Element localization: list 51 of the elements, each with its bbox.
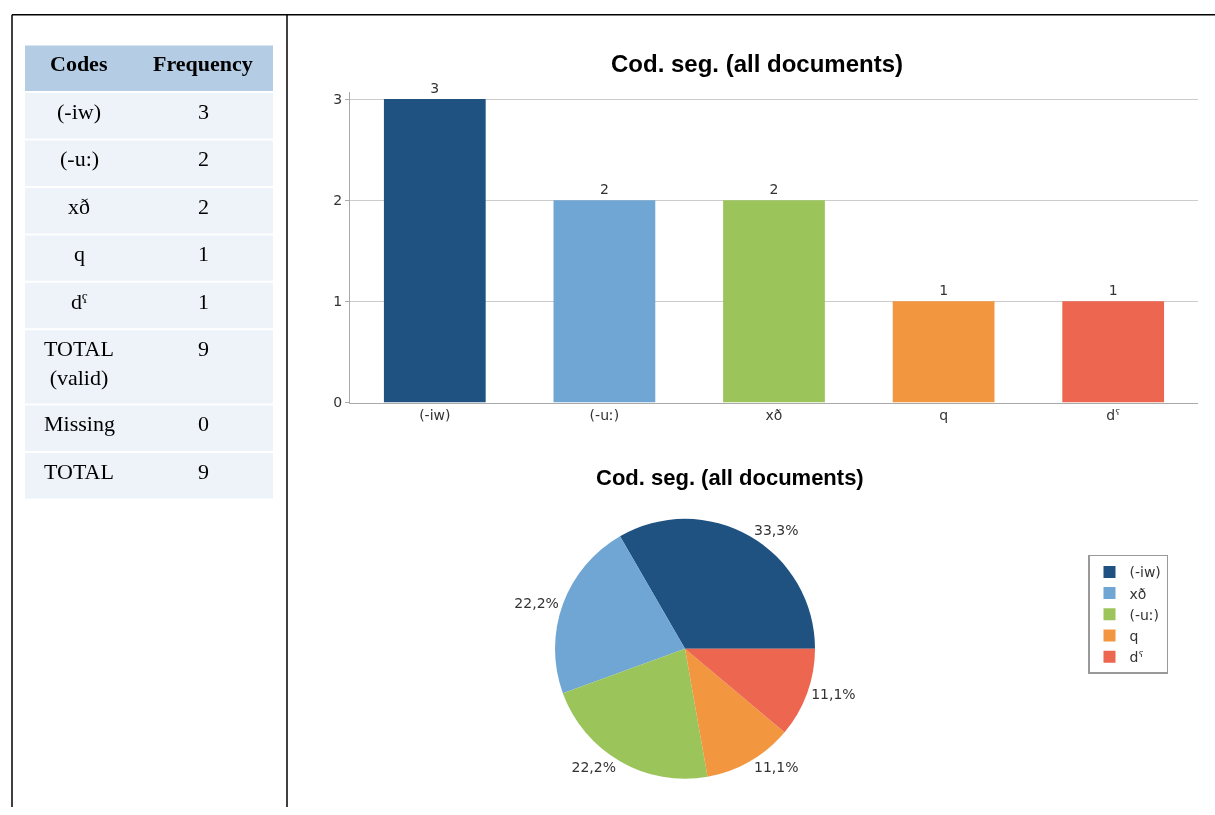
text: (-iw) <box>57 99 101 124</box>
chart-title: Cod. seg. (all documents) <box>611 50 904 77</box>
data-label: 3 <box>430 80 440 97</box>
text: 1 <box>198 289 209 314</box>
data-label: 1 <box>1108 282 1118 299</box>
pie-slice <box>562 648 708 779</box>
x-tick-label: (-uː) <box>589 407 620 424</box>
data-label: 2 <box>769 181 779 198</box>
y-tick-label: 2 <box>333 192 343 209</box>
text: TOTAL (valid) <box>44 336 114 390</box>
bar <box>383 99 486 403</box>
data-label: 11,1% <box>754 759 799 776</box>
bar <box>553 200 656 403</box>
bar <box>1062 301 1165 403</box>
legend-label: xð <box>1129 585 1147 602</box>
data-label: 22,2% <box>571 759 616 776</box>
text: Codes <box>50 51 108 76</box>
text: 2 <box>198 146 209 171</box>
text: TOTAL <box>44 459 114 484</box>
legend-label: dˤ <box>1129 649 1144 666</box>
bar <box>892 301 995 403</box>
y-tick-label: 0 <box>333 394 343 411</box>
y-tick-label: 1 <box>333 293 343 310</box>
pie-slice <box>620 518 815 649</box>
data-label: 2 <box>599 181 609 198</box>
data-label: 11,1% <box>811 686 856 703</box>
text: q <box>74 241 85 266</box>
data-label: 33,3% <box>754 522 799 539</box>
text: dˤ <box>71 289 88 314</box>
text: 3 <box>198 99 209 124</box>
text: Missing <box>44 411 115 436</box>
text: Frequency <box>153 51 253 76</box>
y-tick-label: 3 <box>333 90 343 107</box>
text: 0 <box>198 411 209 436</box>
data-label: 1 <box>939 282 949 299</box>
text: (-u:) <box>60 146 100 171</box>
text: 9 <box>198 459 209 484</box>
x-tick-label: q <box>939 407 949 424</box>
x-tick-label: xð <box>765 407 783 424</box>
text: 2 <box>198 194 209 219</box>
x-tick-label: dˤ <box>1106 407 1121 424</box>
bar <box>723 200 825 403</box>
x-tick-label: (-iw) <box>419 407 451 424</box>
text: 9 <box>198 336 209 361</box>
legend-label: (-iw) <box>1129 564 1161 581</box>
text: 1 <box>198 241 209 266</box>
legend-label: (-uː) <box>1129 606 1160 623</box>
text: xð <box>68 194 90 219</box>
legend-label: q <box>1129 627 1139 644</box>
chart-title: Cod. seg. (all documents) <box>596 465 864 490</box>
data-label: 22,2% <box>514 595 559 612</box>
